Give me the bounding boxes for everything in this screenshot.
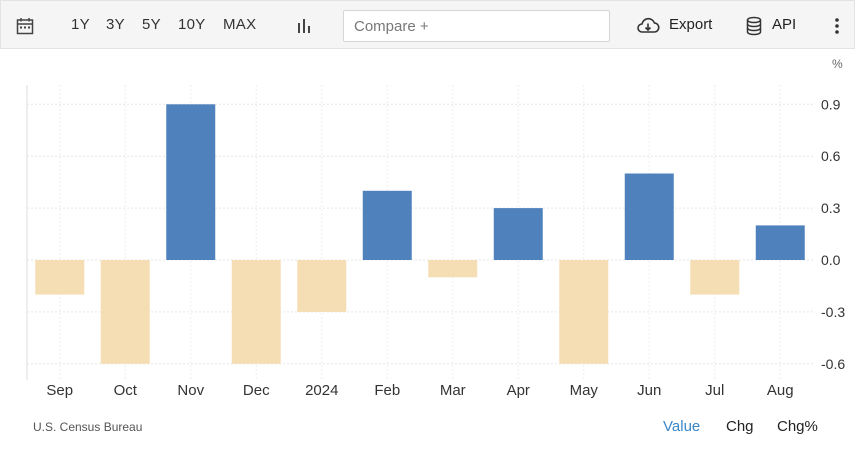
bar-dec	[231, 260, 281, 364]
range-1y-button[interactable]: 1Y	[71, 16, 90, 33]
export-button[interactable]: Export	[669, 16, 713, 33]
y-tick-label: -0.3	[821, 304, 845, 320]
source-label: U.S. Census Bureau	[33, 420, 143, 434]
bar-nov	[166, 104, 216, 260]
x-tick-label: Feb	[374, 382, 400, 399]
bar-chart: 0.9 0.6 0.3 0.0 -0.3 -0.6% Sep Oct Nov Dec 2024 Feb…	[26, 57, 845, 399]
toolbar: 1Y 3Y 5Y 10Y MAX Compare + Export API	[0, 0, 855, 49]
y-tick-label: 0.9	[821, 96, 841, 112]
y-tick-label: -0.6	[821, 356, 845, 372]
bar-oct	[100, 260, 150, 364]
x-tick-label: Aug	[767, 382, 794, 399]
bar-jul	[690, 260, 740, 295]
api-button[interactable]: API	[772, 16, 797, 33]
x-tick-label: Apr	[507, 382, 530, 399]
range-max-button[interactable]: MAX	[223, 16, 257, 33]
calendar-icon[interactable]	[12, 13, 38, 39]
x-tick-label: Dec	[243, 382, 270, 399]
more-vertical-icon[interactable]	[824, 13, 850, 39]
compare-input[interactable]: Compare +	[343, 10, 610, 42]
x-tick-label: Jul	[705, 382, 724, 399]
bar-aug	[755, 225, 805, 260]
range-3y-button[interactable]: 3Y	[106, 16, 125, 33]
view-value-button[interactable]: Value	[663, 418, 701, 435]
x-tick-label: Jun	[637, 382, 661, 399]
cloud-download-icon[interactable]	[635, 13, 661, 39]
x-tick-label: Oct	[114, 382, 138, 399]
y-tick-label: 0.3	[821, 200, 841, 216]
bar-may	[559, 260, 609, 364]
bar-2024	[297, 260, 347, 312]
view-chg-pct-button[interactable]: Chg%	[777, 418, 818, 435]
y-tick-label: 0.6	[821, 148, 841, 164]
chart-area: 0.9 0.6 0.3 0.0 -0.3 -0.6% Sep Oct Nov Dec 2024 Feb…	[0, 50, 857, 402]
bar-sep	[35, 260, 85, 295]
x-tick-label: May	[570, 382, 599, 399]
x-tick-label: Sep	[46, 382, 73, 399]
database-icon[interactable]	[741, 13, 767, 39]
bar-jun	[624, 173, 674, 260]
x-tick-label: 2024	[305, 382, 338, 399]
y-tick-label: 0.0	[821, 252, 841, 268]
view-chg-button[interactable]: Chg	[726, 418, 754, 435]
bar-chart-icon[interactable]	[291, 13, 317, 39]
bar-apr	[493, 208, 543, 260]
range-5y-button[interactable]: 5Y	[142, 16, 161, 33]
x-tick-label: Nov	[177, 382, 204, 399]
y-unit-label: %	[832, 57, 843, 71]
bar-mar	[428, 260, 478, 278]
bar-feb	[362, 190, 412, 260]
range-10y-button[interactable]: 10Y	[178, 16, 206, 33]
x-tick-label: Mar	[440, 382, 466, 399]
